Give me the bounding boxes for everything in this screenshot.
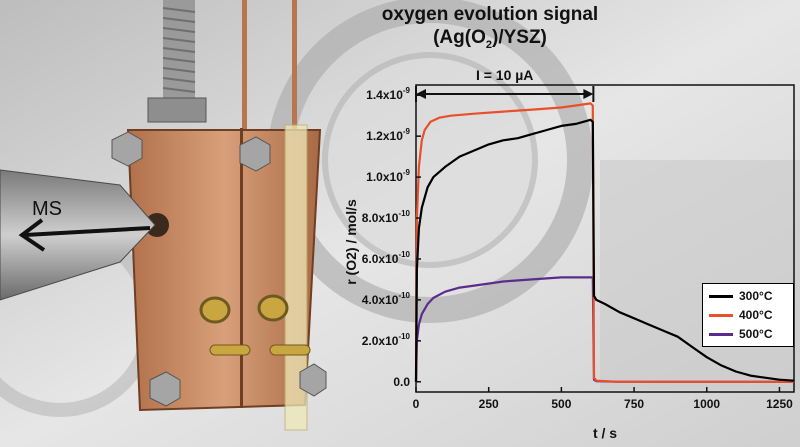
legend: 300°C 400°C 500°C	[702, 283, 794, 347]
x-tick-label: 250	[479, 397, 499, 411]
nut-top-left	[111, 131, 143, 167]
current-annotation: I = 10 µA	[476, 67, 533, 83]
legend-swatch-400	[709, 313, 733, 317]
y-tick-label: 1.4x10-9	[366, 86, 410, 102]
y-tick-label: 1.2x10-9	[366, 127, 410, 143]
y-tick-label: 2.0x10-10	[362, 332, 411, 348]
chart-title: oxygen evolution signal	[381, 4, 599, 25]
ms-label: MS	[32, 198, 62, 220]
series-line-300	[414, 118, 795, 382]
y-axis-label: r (O2) / mol/s	[343, 199, 359, 285]
ms-cone	[0, 169, 156, 301]
ms-arrow-head	[18, 218, 46, 252]
current-range-arrowhead-right	[583, 89, 594, 99]
y-tick-label: 1.0x10-9	[366, 168, 410, 184]
legend-item-300: 300°C	[709, 287, 773, 305]
x-tick-label: 1250	[766, 397, 793, 411]
current-range-arrowhead-left	[416, 89, 426, 99]
x-tick-label: 750	[624, 397, 644, 411]
ms-arrow-shaft	[24, 226, 151, 237]
y-tick-label: 0.0	[393, 375, 410, 389]
y-tick-label: 6.0x10-10	[362, 250, 411, 266]
x-tick-label: 500	[551, 397, 571, 411]
legend-label-300: 300°C	[739, 289, 773, 303]
legend-item-500: 500°C	[709, 325, 773, 343]
legend-label-400: 400°C	[739, 308, 773, 322]
x-axis-label: t / s	[593, 425, 617, 441]
y-tick-label: 8.0x10-10	[362, 209, 411, 225]
wire-1	[242, 0, 247, 130]
legend-item-400: 400°C	[709, 306, 773, 324]
x-tick-label: 0	[413, 397, 420, 411]
legend-label-500: 500°C	[739, 327, 773, 341]
nut-bottom-left	[149, 371, 181, 407]
series-line-400	[414, 102, 794, 383]
chart-subtitle: (Ag(O2)/YSZ)	[433, 27, 547, 51]
legend-swatch-300	[709, 294, 733, 298]
y-tick-label: 4.0x10-10	[362, 291, 411, 307]
legend-swatch-500	[709, 332, 733, 336]
wire-2	[292, 0, 297, 130]
nut-bottom-right	[299, 363, 327, 397]
x-tick-label: 1000	[693, 397, 720, 411]
nut-top-right	[239, 136, 271, 172]
